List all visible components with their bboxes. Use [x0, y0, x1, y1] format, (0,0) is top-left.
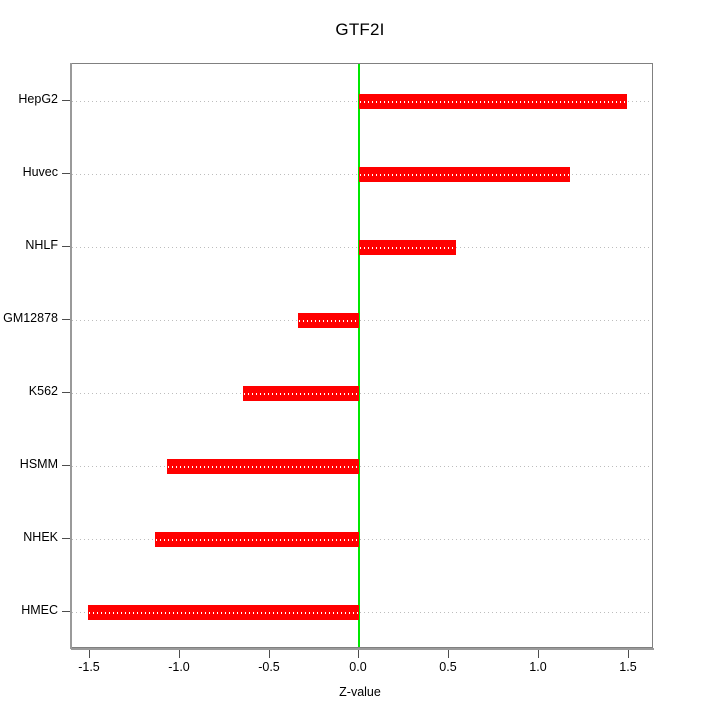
y-axis-tick — [62, 611, 70, 613]
gridline — [72, 320, 652, 321]
y-axis-tick — [62, 538, 70, 540]
y-axis-label-huvec: Huvec — [22, 164, 58, 179]
y-axis-label-hmec: HMEC — [21, 603, 58, 618]
bar-gm12878 — [298, 312, 360, 328]
zero-reference-line — [358, 64, 361, 647]
x-axis-tick-label: 0.0 — [349, 660, 367, 674]
gridline — [72, 539, 652, 540]
x-axis-tick-label: 0.5 — [439, 660, 457, 674]
y-axis-label-nhek: NHEK — [23, 530, 58, 545]
bar-nhlf — [359, 239, 457, 255]
y-axis-label-hsmm: HSMM — [19, 457, 58, 472]
plot-inner — [72, 64, 652, 647]
y-axis-tick — [62, 318, 70, 320]
x-axis-tick — [269, 650, 270, 658]
x-axis-tick-label: -0.5 — [258, 660, 280, 674]
y-axis-line — [70, 63, 72, 649]
bar-nhek — [154, 532, 360, 548]
y-axis-tick — [62, 172, 70, 174]
bar-hepg2 — [359, 93, 628, 109]
x-axis-title: Z-value — [339, 685, 381, 699]
chart-title: GTF2I — [335, 20, 385, 39]
y-axis-tick — [62, 99, 70, 101]
x-axis-tick-label: 1.5 — [619, 660, 637, 674]
bar-hsmm — [167, 459, 360, 475]
y-axis-labels: HepG2 Huvec NHLF GM12878 K562 HSMM NHEK HMEC — [0, 0, 58, 720]
x-axis-tick — [448, 650, 449, 658]
x-axis-tick-label: -1.5 — [78, 660, 100, 674]
y-axis-label-nhlf: NHLF — [25, 237, 58, 252]
x-axis-line — [71, 648, 654, 650]
y-axis-tick — [62, 392, 70, 394]
x-axis-tick — [89, 650, 90, 658]
y-axis-label-k562: K562 — [28, 384, 58, 399]
gridline — [72, 612, 652, 613]
bar-k562 — [242, 386, 360, 402]
plot-area — [71, 63, 653, 648]
x-axis-tick-label: -1.0 — [168, 660, 190, 674]
y-axis-tick — [62, 245, 70, 247]
x-axis-tick — [538, 650, 539, 658]
x-axis-tick — [358, 650, 359, 658]
gridline — [72, 393, 652, 394]
bar-hmec — [88, 605, 360, 621]
bar-huvec — [359, 166, 570, 182]
y-axis-label-hepg2: HepG2 — [18, 91, 58, 106]
y-axis-tick — [62, 465, 70, 467]
gridline — [72, 466, 652, 467]
y-axis-label-gm12878: GM12878 — [3, 310, 58, 325]
x-axis-tick — [628, 650, 629, 658]
x-axis-tick-label: 1.0 — [529, 660, 547, 674]
x-axis-tick — [179, 650, 180, 658]
